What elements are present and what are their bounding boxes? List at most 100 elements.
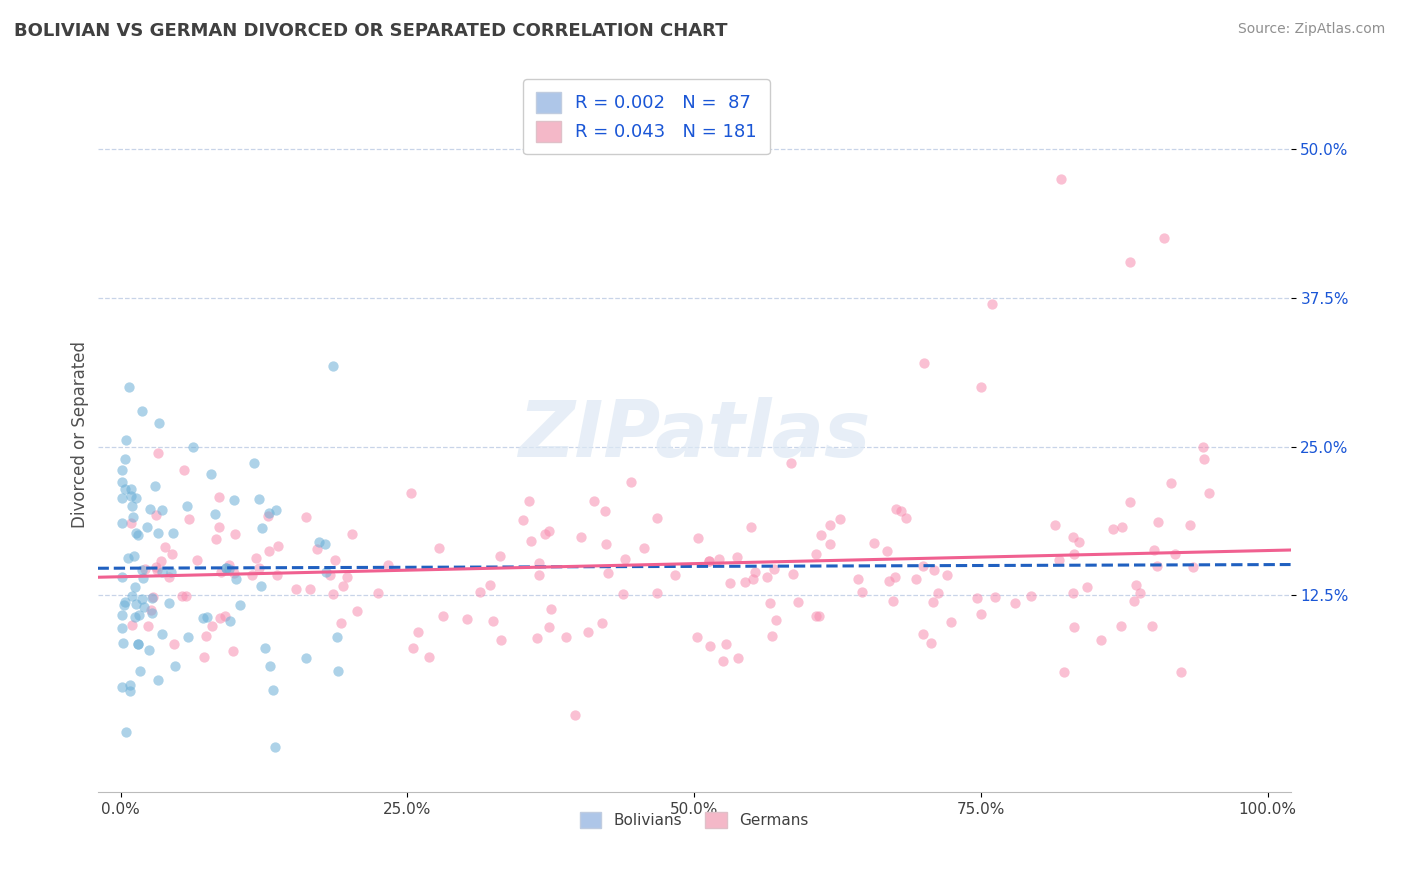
Point	[1050, 171, 1073, 186]
Point	[145, 559, 167, 574]
Point	[1109, 619, 1132, 633]
Text: Source: ZipAtlas.com: Source: ZipAtlas.com	[1237, 22, 1385, 37]
Point	[298, 582, 321, 596]
Point	[193, 611, 215, 625]
Point	[540, 602, 562, 616]
Point	[114, 482, 136, 496]
Point	[148, 416, 170, 430]
Point	[214, 561, 236, 575]
Point	[583, 494, 606, 508]
Point	[697, 554, 720, 568]
Point	[114, 595, 136, 609]
Point	[884, 502, 907, 516]
Point	[1063, 547, 1085, 561]
Point	[209, 565, 232, 579]
Point	[612, 587, 634, 601]
Point	[264, 739, 287, 754]
Point	[159, 570, 181, 584]
Point	[427, 541, 450, 555]
Point	[266, 568, 288, 582]
Point	[727, 650, 749, 665]
Point	[124, 610, 146, 624]
Point	[688, 531, 710, 545]
Point	[146, 563, 169, 577]
Point	[744, 565, 766, 579]
Point	[569, 530, 592, 544]
Point	[308, 534, 330, 549]
Point	[121, 589, 143, 603]
Point	[762, 562, 785, 576]
Point	[122, 549, 145, 563]
Point	[810, 528, 832, 542]
Point	[765, 613, 787, 627]
Point	[1119, 255, 1142, 269]
Point	[114, 433, 136, 447]
Point	[846, 573, 869, 587]
Point	[111, 680, 134, 694]
Point	[200, 467, 222, 481]
Point	[127, 637, 149, 651]
Point	[1153, 231, 1175, 245]
Point	[195, 610, 218, 624]
Point	[111, 570, 134, 584]
Point	[399, 485, 422, 500]
Point	[247, 491, 270, 506]
Point	[520, 533, 543, 548]
Point	[131, 563, 153, 577]
Point	[905, 572, 928, 586]
Point	[482, 614, 505, 628]
Point	[121, 500, 143, 514]
Point	[253, 640, 276, 655]
Point	[1101, 522, 1123, 536]
Point	[128, 665, 150, 679]
Point	[326, 664, 349, 678]
Point	[307, 541, 329, 556]
Point	[174, 590, 197, 604]
Point	[346, 604, 368, 618]
Point	[136, 520, 159, 534]
Point	[150, 627, 173, 641]
Point	[818, 517, 841, 532]
Point	[141, 607, 163, 621]
Point	[228, 598, 250, 612]
Point	[984, 591, 1007, 605]
Point	[896, 511, 918, 525]
Point	[250, 521, 273, 535]
Point	[966, 591, 988, 606]
Point	[165, 658, 187, 673]
Point	[143, 479, 166, 493]
Point	[247, 561, 270, 575]
Point	[318, 568, 340, 582]
Point	[686, 630, 709, 644]
Point	[131, 571, 153, 585]
Point	[127, 637, 149, 651]
Point	[1140, 619, 1163, 633]
Point	[111, 491, 134, 505]
Point	[377, 558, 399, 573]
Point	[620, 475, 643, 490]
Point	[537, 524, 560, 538]
Point	[716, 638, 738, 652]
Point	[418, 650, 440, 665]
Point	[215, 561, 238, 575]
Point	[927, 586, 949, 600]
Point	[645, 511, 668, 525]
Point	[970, 380, 993, 394]
Point	[533, 527, 555, 541]
Point	[707, 552, 730, 566]
Point	[489, 632, 512, 647]
Point	[367, 585, 389, 599]
Point	[322, 359, 344, 373]
Point	[920, 636, 942, 650]
Point	[596, 566, 619, 580]
Point	[1198, 486, 1220, 500]
Point	[207, 490, 229, 504]
Point	[1170, 665, 1192, 680]
Point	[1192, 440, 1215, 454]
Point	[981, 296, 1004, 310]
Point	[179, 511, 201, 525]
Point	[718, 575, 741, 590]
Point	[294, 509, 316, 524]
Point	[148, 446, 170, 460]
Point	[804, 609, 827, 624]
